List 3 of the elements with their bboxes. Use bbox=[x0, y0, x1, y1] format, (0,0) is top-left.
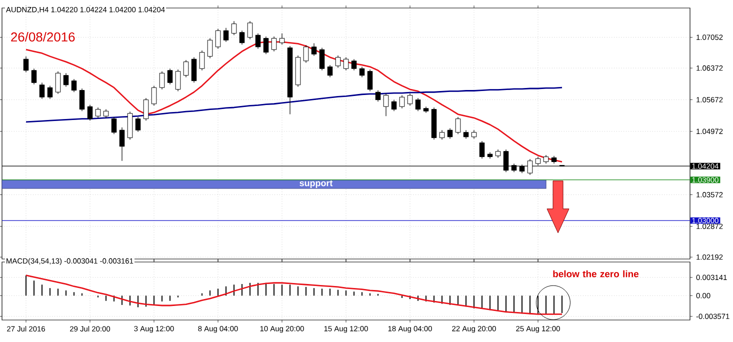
band-label: support bbox=[300, 180, 333, 188]
annotation: 26/08/2016 bbox=[11, 32, 75, 42]
annotation: below the zero line bbox=[553, 270, 639, 278]
